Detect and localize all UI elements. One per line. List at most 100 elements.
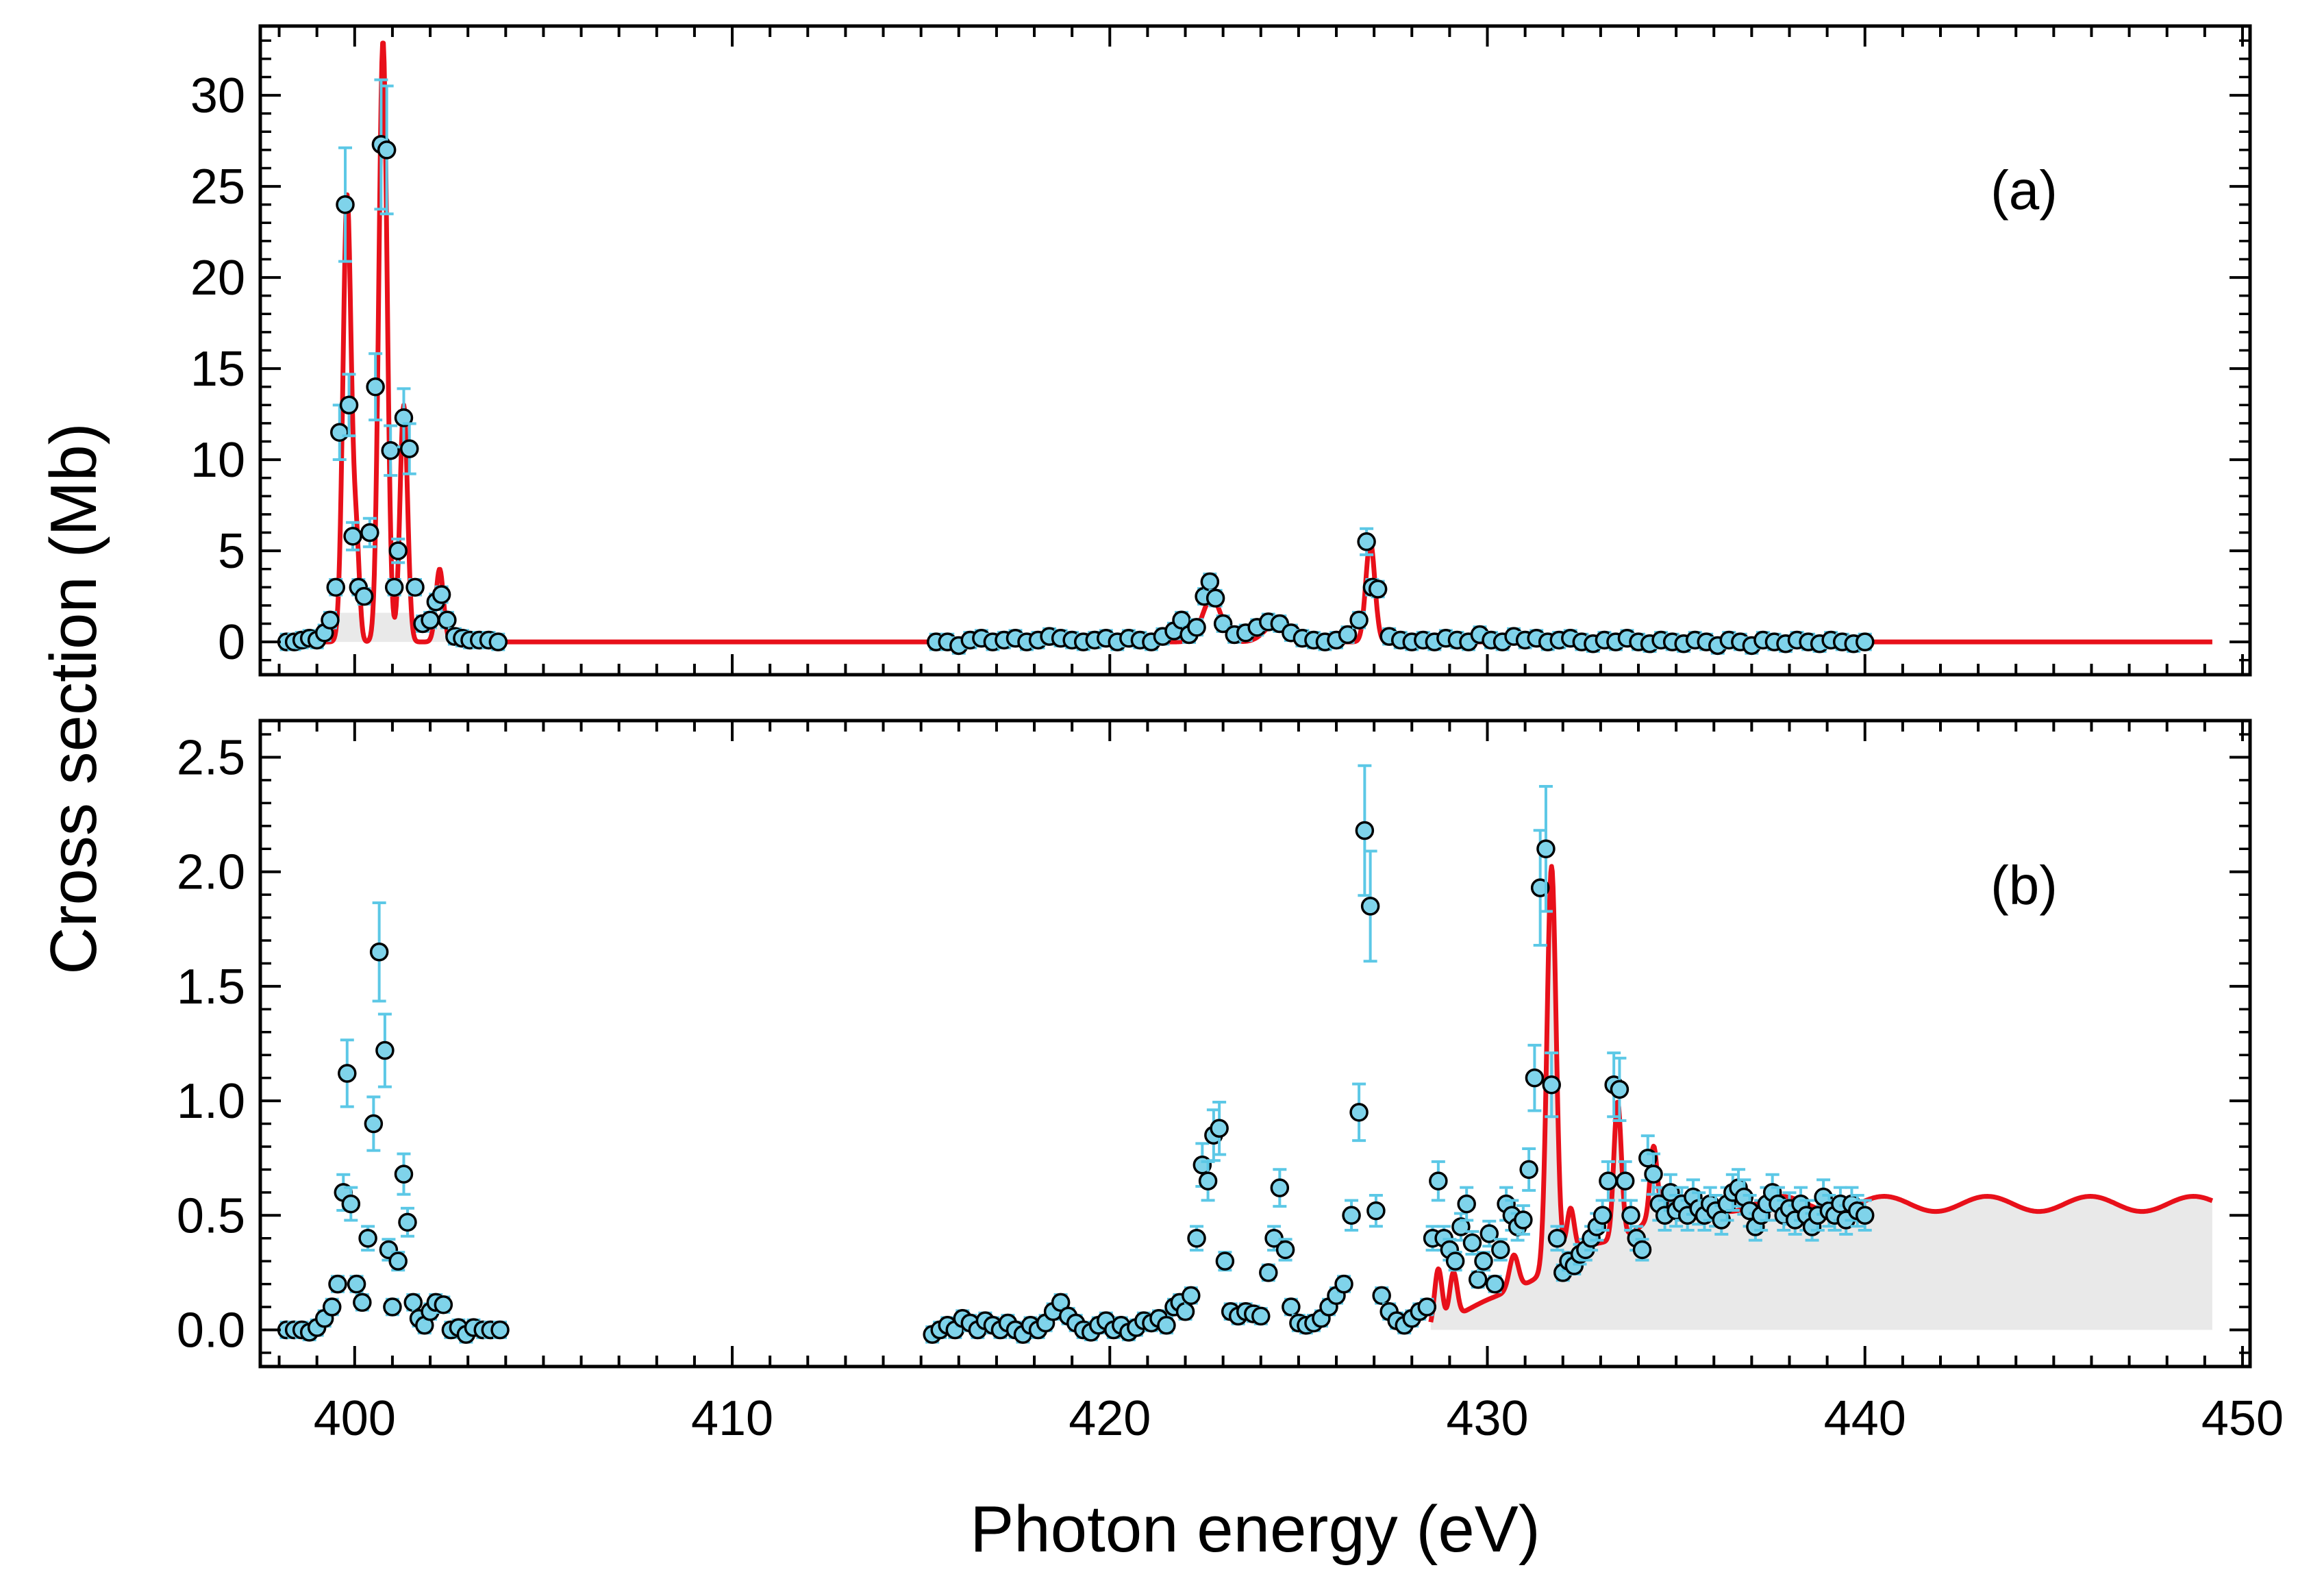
panel-b-data-point — [1479, 1219, 1499, 1248]
panel-b-data-point — [1342, 1199, 1361, 1232]
panel-a-marker — [405, 577, 425, 597]
panel-b-data-point — [1282, 1297, 1301, 1317]
panel-b-data-point — [338, 1038, 357, 1108]
panel-b-data-point — [1355, 764, 1375, 897]
panel-b-data-point — [358, 1225, 377, 1252]
panel-b-data-point — [1360, 849, 1380, 963]
panel-a-data-point — [432, 585, 451, 604]
panel-a-marker — [1172, 610, 1191, 629]
panel-b-y-tick-label: 2.0 — [177, 845, 245, 900]
panel-b-label: (b) — [1990, 855, 2058, 916]
x-tick-label: 450 — [2201, 1391, 2284, 1446]
panel-b-data-point — [1610, 1056, 1629, 1123]
panel-a-label: (a) — [1990, 160, 2058, 221]
panel-a-marker — [438, 610, 457, 629]
x-tick-label: 440 — [1824, 1391, 1906, 1446]
panel-a-data-point — [421, 610, 440, 629]
panel-a-data-point — [1142, 632, 1161, 651]
panel-b-marker — [1360, 897, 1380, 916]
panel-b-data-point — [1259, 1263, 1278, 1282]
panel-b-marker — [1175, 1301, 1195, 1321]
panel-b-marker — [1491, 1240, 1510, 1260]
panel-b-marker — [1644, 1164, 1663, 1184]
panel-a-data-point — [1282, 623, 1301, 643]
panel-b-marker — [341, 1194, 361, 1214]
panel-a-data-point — [360, 516, 379, 549]
panel-a-data-point — [1200, 572, 1220, 592]
panel-b-data-point — [1429, 1160, 1448, 1202]
panel-b-data-point — [1485, 1274, 1505, 1294]
panel-a-data-point — [343, 521, 362, 551]
y-axis-title: Cross section (Mb) — [37, 423, 110, 975]
x-tick-label: 420 — [1069, 1391, 1151, 1446]
panel-b-data-point — [1417, 1297, 1437, 1317]
panel-b-data-point — [1182, 1286, 1201, 1306]
panel-b-marker — [1275, 1240, 1295, 1260]
panel-b-marker — [1599, 1171, 1618, 1190]
panel-b-marker — [394, 1164, 414, 1184]
panel-b-data-point — [1462, 1230, 1482, 1256]
panel-b-marker — [1429, 1171, 1448, 1190]
panel-b-marker — [434, 1295, 453, 1314]
panel-b-data-point — [369, 901, 389, 1003]
panel-b-background-fill — [1430, 866, 2212, 1330]
panel-b-marker — [1593, 1206, 1612, 1225]
panel-b-marker — [1157, 1316, 1176, 1335]
panel-b-marker — [1621, 1206, 1640, 1225]
panel-b-data-point — [1445, 1251, 1465, 1272]
panel-b-marker — [1525, 1068, 1545, 1088]
panel-a-data-point — [330, 403, 349, 461]
panel-a-data-point — [336, 146, 355, 263]
panel-b-data-point — [394, 1152, 414, 1196]
panel-b-marker — [1451, 1217, 1471, 1236]
panel-b-data-point — [353, 1293, 372, 1312]
panel-a-marker — [377, 140, 397, 160]
panel-b-marker — [1282, 1297, 1301, 1317]
panel-b-marker — [1342, 1206, 1361, 1225]
panel-b-data-point — [1632, 1238, 1652, 1262]
panel-b-data-point — [490, 1320, 510, 1340]
panel-a-data-point — [399, 422, 419, 475]
panel-a-data-point — [354, 586, 374, 606]
panel-a-marker — [339, 395, 359, 415]
panel-a-data-point — [1213, 614, 1233, 634]
panel-a-marker — [399, 439, 419, 458]
panel-b-data-point — [403, 1293, 423, 1312]
panel-b-data-point — [1251, 1306, 1271, 1326]
panel-a-data-point — [381, 424, 400, 477]
panel-b-data-point — [1157, 1316, 1176, 1335]
panel-b-data-point — [398, 1206, 417, 1238]
panel-a: 0 5 10 15 20 25 30 (a) — [190, 24, 2252, 677]
panel-b-data-point — [1275, 1238, 1295, 1262]
panel-b-marker — [1530, 878, 1550, 897]
panel-a-marker — [421, 610, 440, 629]
panel-b-marker — [383, 1297, 402, 1317]
panel-a-marker — [1349, 610, 1369, 629]
panel-a-marker — [1187, 618, 1206, 637]
x-axis-title: Photon energy (eV) — [970, 1493, 1540, 1566]
panel-b-y-tick-label: 0.0 — [177, 1303, 245, 1358]
panel-b-marker — [1259, 1263, 1278, 1282]
panel-b-marker — [1615, 1171, 1635, 1190]
panel-b-marker — [338, 1064, 357, 1083]
panel-b-data-point — [322, 1297, 342, 1317]
panel-b-marker — [1270, 1178, 1290, 1197]
panel-b-y-tick-label: 0.5 — [177, 1188, 245, 1243]
panel-b-marker — [358, 1228, 377, 1248]
panel-b-marker — [1855, 1206, 1875, 1225]
panel-b-data-point — [1514, 1204, 1533, 1236]
panel-b-marker — [364, 1114, 384, 1134]
panel-a-data-point — [1368, 579, 1388, 599]
panel-b-marker — [1334, 1274, 1353, 1294]
panel-b-data-point — [1855, 1199, 1875, 1232]
panel-b-marker — [1251, 1306, 1271, 1326]
panel-b-marker — [1372, 1286, 1391, 1306]
panel-a-plot — [277, 40, 2214, 656]
panel-a-y-tick-label: 15 — [190, 342, 245, 397]
panel-b-marker — [1485, 1274, 1505, 1294]
panel-b-marker — [1610, 1080, 1629, 1099]
panel-b-marker — [1468, 1270, 1488, 1289]
panel-b-data-point — [1187, 1225, 1206, 1252]
panel-b-marker — [1355, 821, 1375, 840]
panel-b-data-point — [341, 1186, 361, 1222]
